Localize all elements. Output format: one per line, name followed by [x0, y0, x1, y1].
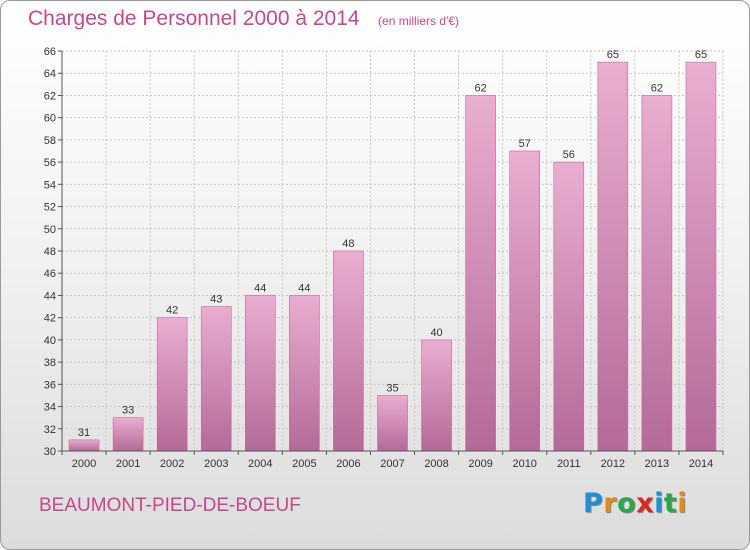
value-label: 65: [695, 49, 707, 61]
bar-2007: [377, 395, 408, 452]
value-label: 33: [122, 405, 134, 417]
bar-2009: [465, 95, 496, 452]
bar-2014: [685, 61, 717, 452]
y-tick-label: 46: [44, 268, 56, 280]
bar-2004: [245, 295, 276, 452]
logo-letter: t: [663, 488, 678, 519]
chart-title: Charges de Personnel 2000 à 2014 (en mil…: [28, 7, 459, 31]
bar-2008: [421, 339, 452, 452]
bar-2000: [68, 439, 100, 452]
x-tick-label: 2003: [204, 458, 228, 470]
bars: [68, 61, 717, 452]
x-tick-label: 2014: [689, 458, 713, 470]
grid-lines: [61, 50, 724, 452]
value-label: 48: [342, 238, 354, 250]
x-tick-label: 2005: [292, 458, 316, 470]
y-tick-label: 36: [44, 379, 56, 391]
commune-name: BEAUMONT-PIED-DE-BOEUF: [39, 495, 301, 516]
logo-letter: r: [603, 488, 618, 519]
bar-2003: [200, 306, 232, 452]
value-label: 56: [563, 149, 575, 161]
y-tick-label: 30: [44, 446, 56, 458]
axes: 30 32 34 36 38 40 42 44 46 48 50 52 54 56 58 60 62 64 66 20…: [44, 46, 724, 470]
y-tick-label: 48: [44, 246, 56, 258]
value-label: 65: [607, 49, 619, 61]
subtitle-text: (en milliers d'€): [378, 14, 460, 28]
y-tick-label: 42: [44, 313, 56, 325]
bar-2005: [289, 295, 320, 452]
logo-letter: i: [654, 488, 664, 519]
y-tick-label: 34: [44, 402, 56, 414]
y-tick-label: 58: [44, 135, 56, 147]
y-tick-label: 66: [44, 46, 56, 58]
value-label: 31: [78, 427, 90, 439]
title-text: Charges de Personnel 2000 à 2014: [28, 7, 360, 30]
value-label: 62: [475, 82, 487, 94]
y-tick-label: 40: [44, 335, 56, 347]
y-tick-label: 44: [44, 290, 56, 302]
value-label: 42: [166, 305, 178, 317]
y-tick-label: 64: [44, 68, 56, 80]
bar-2012: [597, 61, 629, 452]
proxiti-logo: Proxiti: [583, 488, 687, 519]
x-tick-label: 2012: [601, 458, 625, 470]
y-tick-label: 54: [44, 179, 56, 191]
x-tick-label: 2009: [468, 458, 492, 470]
value-label: 57: [519, 138, 531, 150]
y-tick-label: 32: [44, 424, 56, 436]
y-tick-label: 60: [44, 113, 56, 125]
value-label: 62: [651, 82, 663, 94]
x-tick-label: 2002: [160, 458, 184, 470]
y-tick-label: 52: [44, 202, 56, 214]
x-tick-label: 2013: [645, 458, 669, 470]
y-tick-label: 56: [44, 157, 56, 169]
x-tick-label: 2011: [557, 458, 581, 470]
x-tick-label: 2000: [72, 458, 96, 470]
x-tick-label: 2010: [512, 458, 536, 470]
y-tick-label: 62: [44, 90, 56, 102]
value-label: 43: [210, 294, 222, 306]
x-tick-label: 2007: [380, 458, 404, 470]
x-tick-label: 2004: [248, 458, 272, 470]
value-label: 44: [298, 282, 310, 294]
x-tick-label: 2006: [336, 458, 360, 470]
value-label: 40: [430, 327, 442, 339]
value-label: 35: [386, 382, 398, 394]
y-tick-label: 50: [44, 224, 56, 236]
data-labels: 31 33 42 43 44 44 48 35 40 62 57 56 65 62 65: [78, 49, 707, 439]
logo-letter: P: [583, 488, 604, 519]
bar-2001: [112, 417, 144, 452]
logo-letter: i: [677, 488, 688, 519]
value-label: 44: [254, 282, 266, 294]
bar-2010: [509, 150, 541, 452]
x-tick-label: 2001: [116, 458, 140, 470]
bar-2013: [641, 95, 673, 452]
logo-letter: x: [636, 488, 655, 519]
bar-2006: [333, 250, 364, 452]
logo-letter: o: [617, 488, 637, 519]
bar-2011: [553, 161, 585, 452]
y-tick-label: 38: [44, 357, 56, 369]
x-tick-label: 2008: [424, 458, 448, 470]
bar-2002: [156, 317, 188, 452]
